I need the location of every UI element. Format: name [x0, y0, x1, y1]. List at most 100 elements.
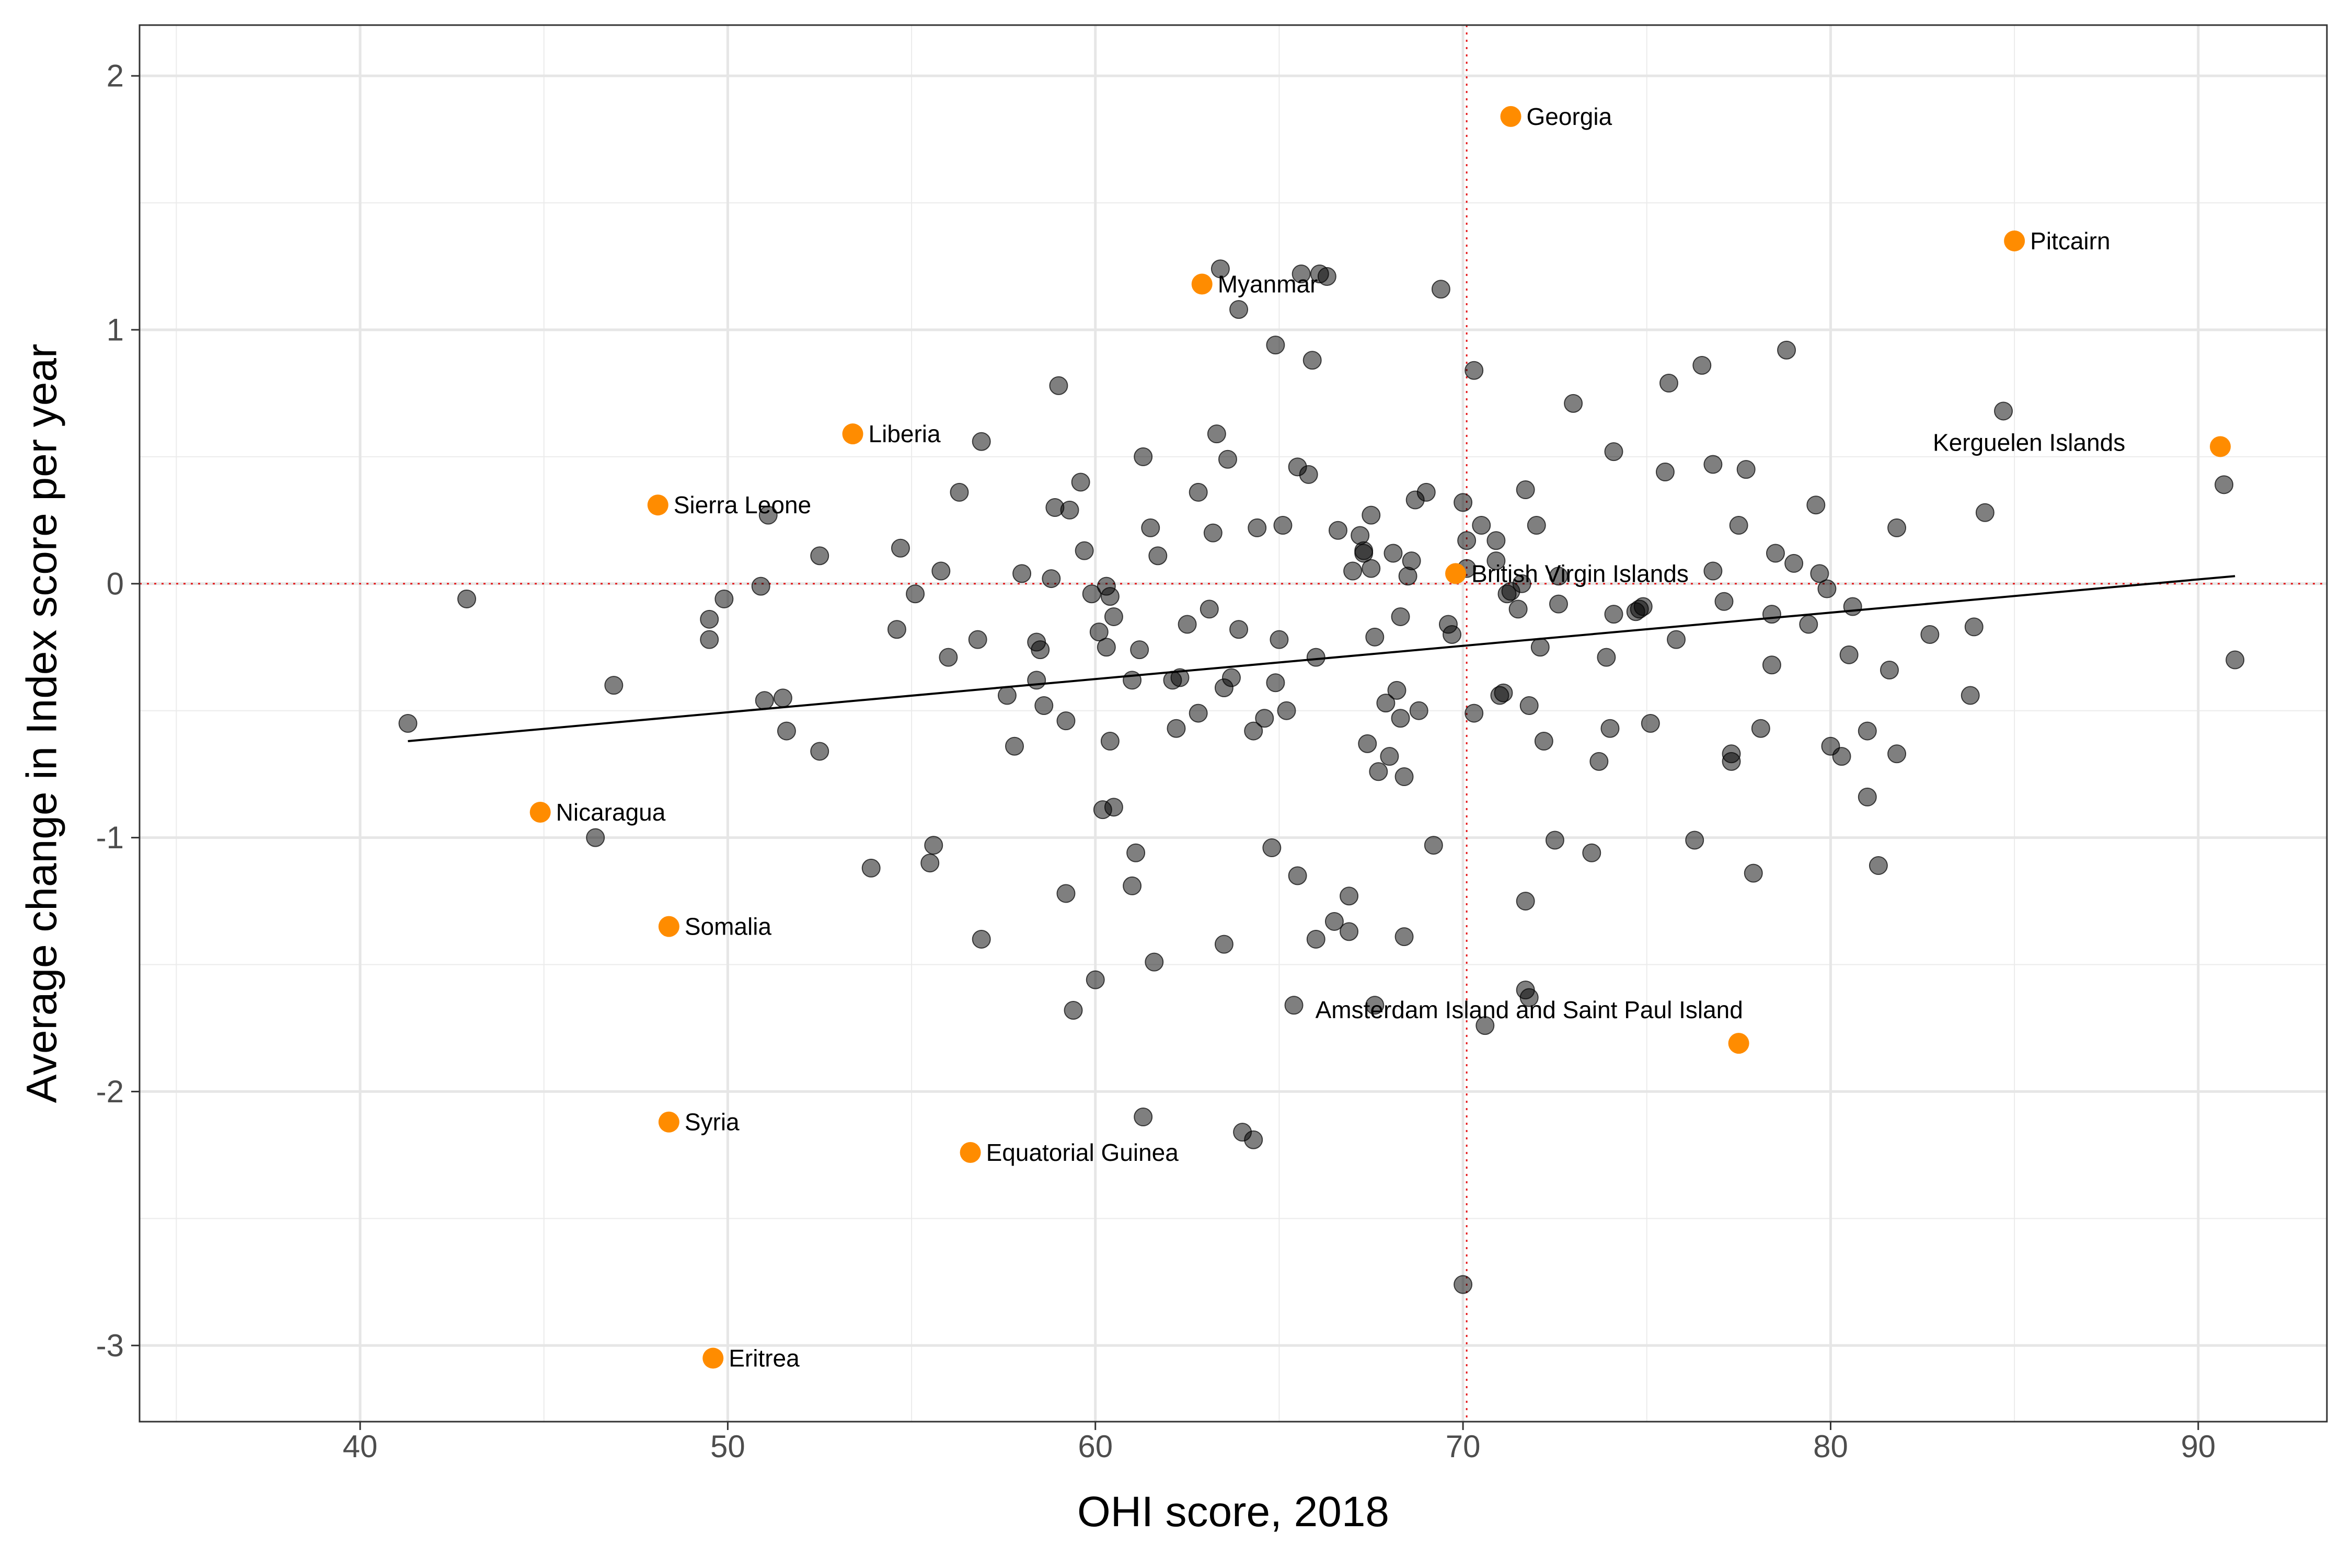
data-point: [1530, 638, 1550, 657]
data-point: [1343, 561, 1363, 581]
data-point: [1130, 640, 1149, 660]
major-gridlines: [140, 25, 2327, 1422]
data-point: [1218, 449, 1237, 469]
data-point: [1443, 625, 1461, 644]
data-point: [924, 836, 943, 855]
data-point: [714, 589, 734, 608]
data-point: [758, 505, 778, 525]
data-point: [1100, 732, 1120, 751]
data-point: [1317, 267, 1336, 286]
data-point: [1508, 599, 1528, 619]
data-point: [1178, 615, 1197, 634]
x-tick-label: 80: [1813, 1429, 1848, 1464]
data-point: [604, 676, 624, 695]
data-point: [1383, 544, 1403, 563]
data-point: [906, 584, 925, 604]
highlighted-point: [1728, 1033, 1749, 1054]
data-point: [1817, 579, 1837, 598]
data-point: [1858, 787, 1877, 806]
data-point: [861, 858, 881, 878]
data-point: [1799, 615, 1818, 634]
regular-points: [398, 259, 2245, 1294]
highlighted-point: [702, 1347, 724, 1369]
point-label: Amsterdam Island and Saint Paul Island: [1316, 996, 1743, 1023]
y-tick-label: -3: [96, 1328, 124, 1363]
data-point: [751, 577, 770, 596]
data-point: [1244, 721, 1263, 741]
point-label: Myanmar: [1218, 271, 1318, 298]
reference-lines: [140, 25, 2327, 1422]
data-point: [1100, 587, 1120, 606]
data-point: [1454, 1275, 1473, 1294]
data-point: [1104, 798, 1123, 817]
point-label: Nicaragua: [556, 799, 666, 826]
data-point: [972, 929, 991, 949]
data-point: [1762, 655, 1781, 675]
data-point: [457, 589, 476, 608]
highlighted-point: [960, 1142, 981, 1163]
data-point: [931, 561, 951, 581]
data-point: [810, 546, 829, 566]
data-point: [1475, 1016, 1495, 1035]
data-point: [1564, 394, 1583, 413]
data-point: [1633, 597, 1653, 616]
data-point: [1262, 838, 1282, 858]
data-point: [1394, 927, 1414, 947]
data-point: [1549, 567, 1568, 586]
data-point: [1858, 721, 1877, 741]
data-point: [1920, 625, 1940, 644]
data-point: [1123, 671, 1142, 690]
x-axis-ticks: 40 50 60 70 80 90: [343, 1422, 2216, 1464]
x-tick-label: 50: [710, 1429, 745, 1464]
data-point: [1005, 736, 1024, 756]
data-point: [1527, 516, 1546, 535]
data-point: [586, 828, 605, 847]
data-point: [1060, 500, 1079, 520]
highlighted-points: [529, 106, 2231, 1369]
data-point: [968, 630, 987, 649]
y-tick-label: -2: [96, 1074, 124, 1109]
data-point: [972, 432, 991, 451]
data-point: [1145, 952, 1164, 972]
data-point: [1324, 912, 1344, 931]
point-label: Syria: [685, 1109, 740, 1136]
data-point: [1582, 843, 1601, 862]
data-point: [1340, 886, 1359, 906]
highlighted-point: [529, 802, 551, 823]
data-point: [1589, 752, 1609, 771]
data-point: [1270, 630, 1289, 649]
x-tick-label: 60: [1078, 1429, 1113, 1464]
highlighted-point: [842, 423, 863, 445]
data-point: [1744, 863, 1763, 883]
data-point: [1229, 620, 1249, 639]
point-label: British Virgin Islands: [1471, 560, 1689, 587]
data-point: [1049, 376, 1068, 395]
data-point: [1729, 516, 1748, 535]
data-point: [1519, 696, 1539, 715]
highlighted-point: [2210, 436, 2231, 457]
data-point: [1123, 876, 1142, 895]
data-point: [1221, 668, 1241, 687]
data-point: [950, 482, 969, 502]
data-point: [1284, 996, 1304, 1015]
data-point: [1362, 505, 1381, 525]
data-point: [1494, 683, 1513, 702]
data-point: [1203, 523, 1223, 543]
data-point: [1424, 836, 1443, 855]
data-point: [1394, 767, 1414, 787]
data-point: [1416, 482, 1436, 502]
data-point: [1288, 866, 1307, 885]
highlighted-point: [658, 916, 679, 937]
y-axis-ticks: 2 1 0 -1 -2 -3: [96, 59, 140, 1363]
point-label: Equatorial Guinea: [986, 1139, 1179, 1166]
y-tick-label: 1: [107, 312, 124, 347]
data-point: [1075, 541, 1094, 560]
x-axis-title: OHI score, 2018: [1077, 1488, 1389, 1536]
data-point: [1056, 711, 1076, 731]
data-point: [1266, 336, 1285, 355]
data-point: [1703, 561, 1723, 581]
data-point: [1200, 599, 1219, 619]
data-point: [1486, 531, 1506, 550]
data-point: [1189, 482, 1208, 502]
